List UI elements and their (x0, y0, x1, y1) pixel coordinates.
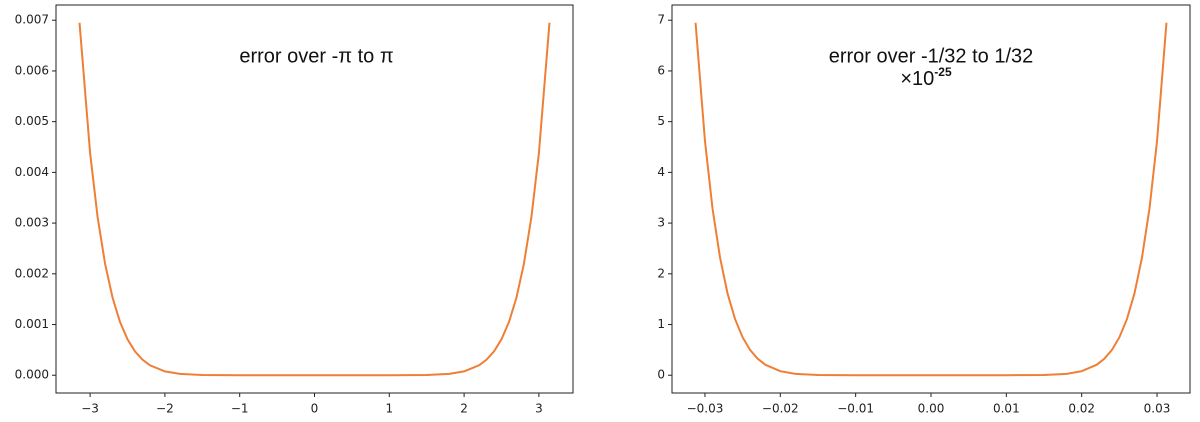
y-tick-label: 1 (657, 317, 665, 331)
error-line (78, 22, 551, 377)
y-tick-label: 5 (657, 114, 665, 128)
annotation: error over -π to π (239, 45, 393, 67)
y-tick-label: 0.001 (15, 317, 49, 331)
y-tick-label: 0.000 (15, 368, 49, 382)
chart-panel: 0 1 2 3 4 5 6 7 −0.03 −0.02 −0.01 0.00 0.01 0.02 0.03 e… (657, 4, 1191, 416)
annotation: error over -1/32 to 1/32 (829, 45, 1034, 67)
y-tick-label: 6 (657, 63, 665, 77)
x-tick-label: 1 (385, 402, 393, 416)
chart-panel: 0.000 0.001 0.002 0.003 0.004 0.005 0.006 0.007… (15, 4, 574, 416)
y-tick-label: 0.004 (15, 165, 49, 179)
x-tick-label: 2 (460, 402, 468, 416)
y-tick-label: 0 (657, 368, 665, 382)
x-tick-label: 0.02 (1068, 402, 1095, 416)
x-tick-label: −0.03 (687, 402, 724, 416)
y-tick-label: 3 (657, 216, 665, 230)
x-tick-label: −0.02 (762, 402, 799, 416)
y-tick-label: 0.003 (15, 216, 49, 230)
y-tick-label: 7 (657, 13, 665, 27)
error-line (694, 22, 1168, 377)
y-tick-label: 0.007 (15, 13, 49, 27)
x-tick-label: 0 (311, 402, 319, 416)
y-tick-label: 2 (657, 266, 665, 280)
x-tick-label: 0.03 (1144, 402, 1171, 416)
x-tick-label: −3 (81, 402, 99, 416)
y-tick-label: 4 (657, 165, 665, 179)
y-tick-label: 0.005 (15, 114, 49, 128)
x-tick-label: 3 (535, 402, 543, 416)
plot-frame (55, 4, 574, 394)
x-tick-label: −2 (156, 402, 174, 416)
offset-label: ×10-25 (900, 65, 952, 90)
plot-frame (671, 4, 1191, 394)
x-tick-label: 0.00 (918, 402, 945, 416)
x-tick-label: 0.01 (993, 402, 1020, 416)
x-tick-label: −1 (231, 402, 249, 416)
offset-exponent: -25 (934, 65, 952, 79)
y-tick-label: 0.006 (15, 63, 49, 77)
offset-base: ×10 (900, 68, 934, 90)
y-tick-label: 0.002 (15, 266, 49, 280)
x-tick-label: −0.01 (837, 402, 874, 416)
